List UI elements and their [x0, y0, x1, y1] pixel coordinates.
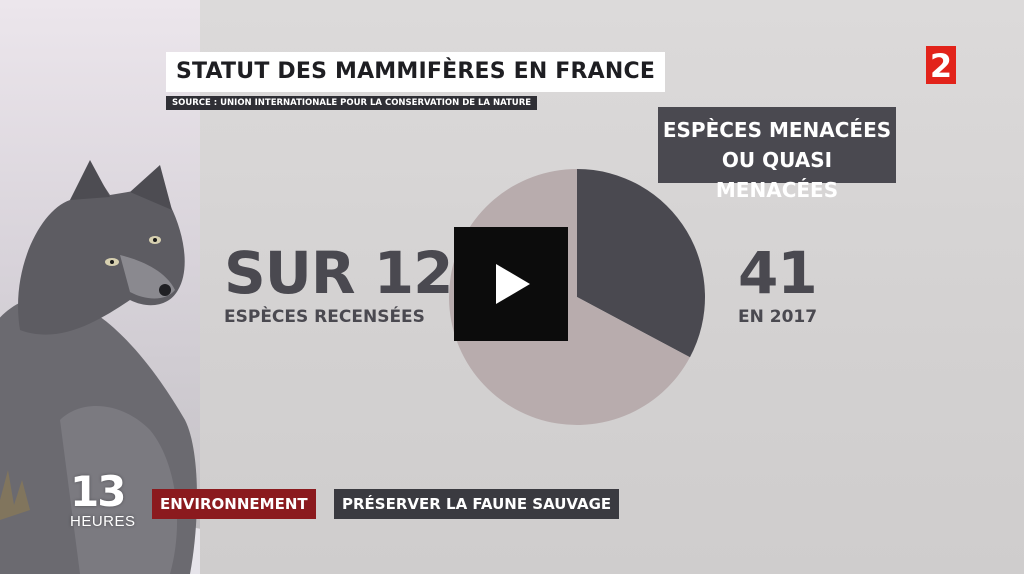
threatened-caption: EN 2017: [738, 307, 818, 327]
threat-label-line-2: OU QUASI MENACÉES: [715, 148, 839, 202]
arctic-fox-photo: [0, 0, 200, 574]
threat-label-box: ESPÈCES MENACÉES OU QUASI MENACÉES: [658, 107, 896, 202]
total-caption: ESPÈCES RECENSÉES: [224, 307, 425, 327]
program-hour: 13: [70, 467, 126, 516]
chart-title: STATUT DES MAMMIFÈRES EN FRANCE: [166, 52, 666, 92]
pie-slice-threatened: [577, 169, 705, 358]
threatened-number: 41: [738, 239, 818, 307]
france-2-logo: 2: [926, 46, 956, 84]
play-icon: [496, 264, 530, 304]
program-label: HEURES: [70, 513, 136, 530]
source-caption: SOURCE : UNION INTERNATIONALE POUR LA CO…: [166, 96, 538, 110]
total-number: SUR 125: [224, 239, 493, 307]
logo-text: 2: [930, 47, 952, 84]
total-species: SUR 125 ESPÈCES RECENSÉES: [224, 239, 493, 328]
topic-tag: ENVIRONNEMENT: [152, 489, 316, 519]
play-button[interactable]: [454, 227, 568, 341]
program-badge: 13 HEURES: [70, 470, 150, 540]
headline-banner: PRÉSERVER LA FAUNE SAUVAGE: [334, 489, 620, 519]
threatened-species: 41 EN 2017: [738, 239, 818, 328]
threat-label-line-1: ESPÈCES MENACÉES: [662, 118, 892, 142]
